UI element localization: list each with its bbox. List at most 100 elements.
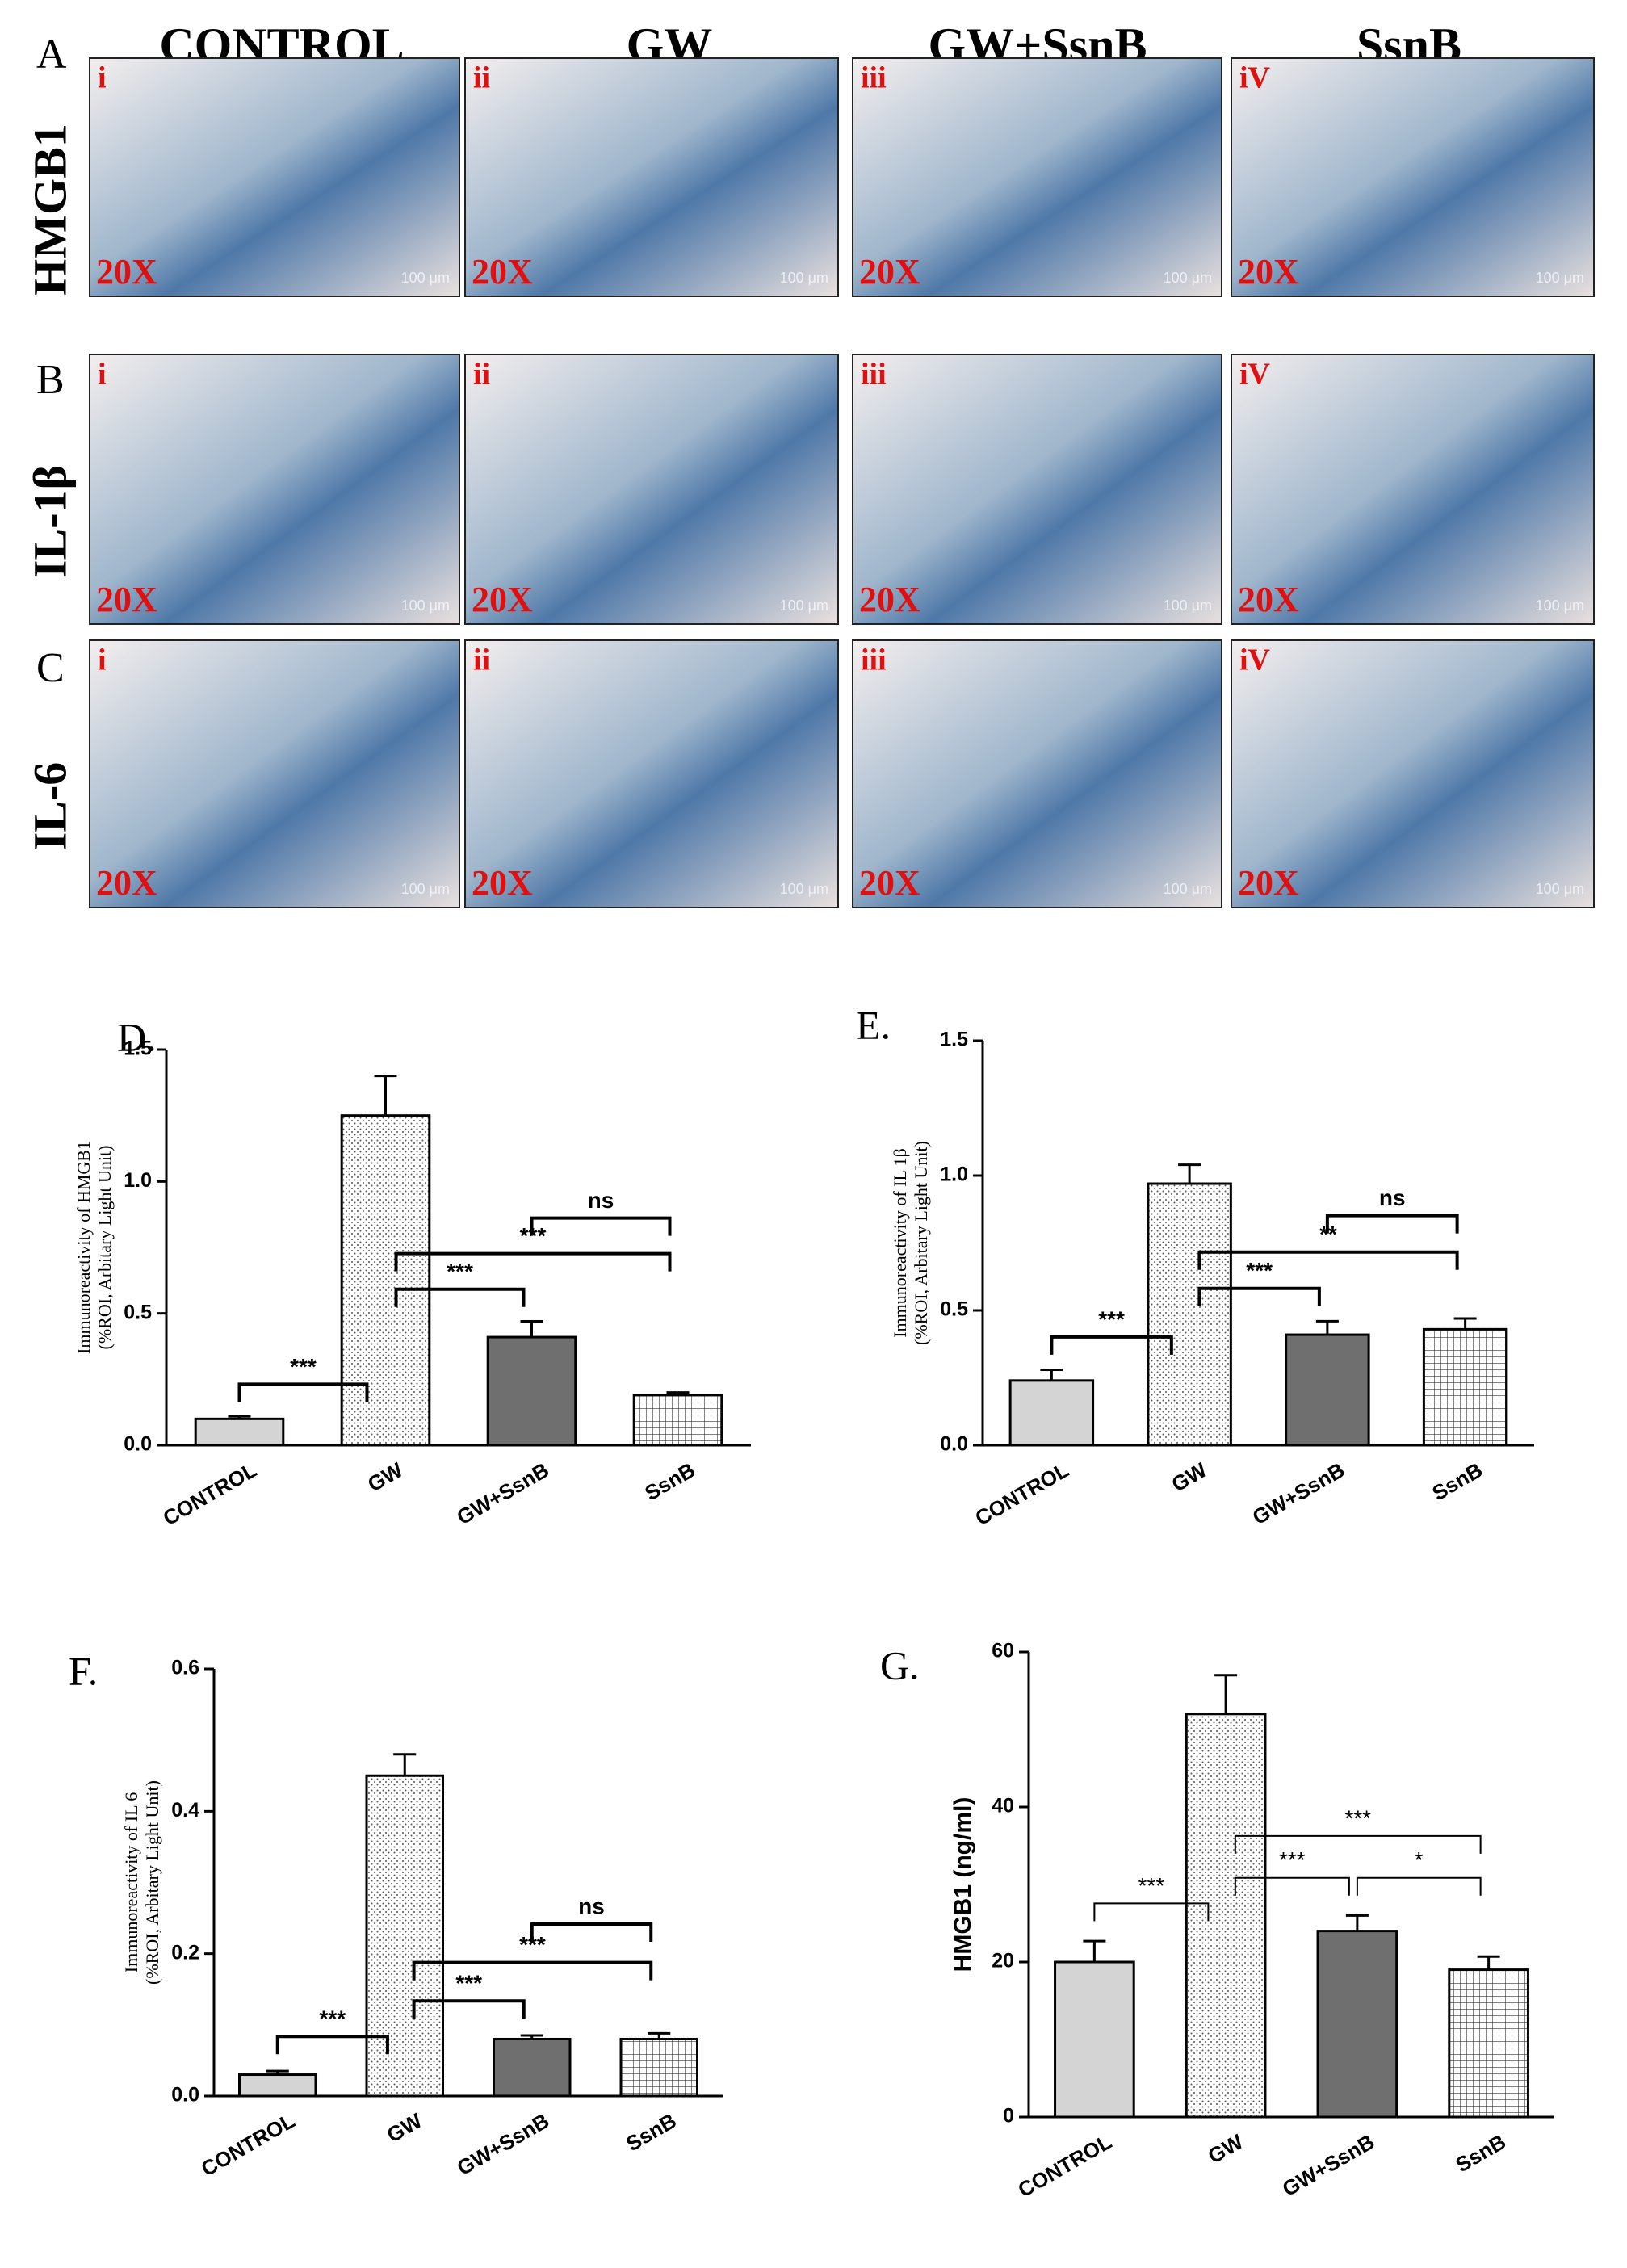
y-tick-label: 1.0 <box>124 1169 152 1192</box>
y-axis-label: Immunoreactivity of IL 6 <box>121 1792 141 1972</box>
sublabel: iii <box>861 61 887 95</box>
scale-bar-label: 100 μm <box>401 881 450 897</box>
bar <box>1316 1930 1398 2119</box>
panel-label: E. <box>856 1002 891 1047</box>
significance-bracket <box>1050 1335 1173 1355</box>
micrograph-image <box>464 354 839 625</box>
error-bar <box>1477 1955 1500 1970</box>
micrograph-image <box>852 57 1222 297</box>
significance-label: *** <box>1279 1847 1306 1872</box>
micrograph: iii 20X 100 μm <box>852 354 1222 625</box>
micrograph-image <box>89 57 460 297</box>
panel-label: B <box>36 357 65 403</box>
significance-bracket <box>275 2035 389 2055</box>
bar <box>238 2073 317 2098</box>
sublabel: ii <box>473 644 490 677</box>
sublabel: ii <box>473 358 490 392</box>
x-tick-label: GW+SsnB <box>452 1457 552 1529</box>
significance-label: *** <box>290 1354 317 1379</box>
sublabel: i <box>98 644 107 677</box>
y-tick-label: 0.6 <box>171 1657 199 1679</box>
y-tick-label: 60 <box>992 1640 1014 1662</box>
error-bar <box>393 1753 417 1776</box>
significance-bracket <box>530 1216 672 1236</box>
micrograph: i 20X 100 μm <box>89 639 460 908</box>
scale-bar-label: 100 μm <box>780 597 828 614</box>
x-tick-label: GW <box>363 1457 407 1497</box>
significance-label: ns <box>588 1188 614 1213</box>
micrograph-image <box>852 639 1222 908</box>
error-bar <box>1214 1674 1238 1714</box>
x-tick-label: SsnB <box>622 2108 681 2156</box>
panel-label: A <box>36 31 67 78</box>
x-tick-label: GW <box>1168 1457 1211 1497</box>
magnification: 20X <box>859 863 920 903</box>
significance-label: ** <box>1319 1222 1337 1247</box>
significance-label: *** <box>319 2006 346 2031</box>
sublabel: iii <box>861 358 887 392</box>
y-tick-label: 1.5 <box>124 1038 152 1060</box>
y-tick-label: 1.0 <box>940 1163 968 1186</box>
y-axis-label: (%ROI, Arbitary Light Unit) <box>911 1141 931 1345</box>
micrograph: iV 20X 100 μm <box>1231 57 1595 297</box>
x-tick-label: GW+SsnB <box>1248 1457 1348 1529</box>
sublabel: iV <box>1239 61 1271 95</box>
significance-bracket <box>530 1922 653 1942</box>
micrograph-image <box>1231 57 1595 297</box>
micrograph: i 20X 100 μm <box>89 57 460 297</box>
magnification: 20X <box>96 252 157 291</box>
x-tick-label: CONTROL <box>971 1457 1072 1530</box>
y-axis-label: Immunoreactivity of HMGB1 <box>73 1141 94 1354</box>
magnification: 20X <box>859 580 920 619</box>
micrograph: iii 20X 100 μm <box>852 639 1222 908</box>
y-tick-label: 0 <box>1003 2105 1014 2128</box>
scale-bar-label: 100 μm <box>1536 597 1584 614</box>
micrograph-image <box>89 354 460 625</box>
bar <box>619 2037 698 2098</box>
significance-bracket <box>1093 1902 1210 1922</box>
bar <box>194 1417 285 1447</box>
bar <box>1285 1333 1370 1447</box>
significance-label: *** <box>1138 1873 1165 1898</box>
significance-label: *** <box>1344 1805 1371 1830</box>
error-bar <box>1453 1317 1477 1330</box>
bar <box>1185 1713 1267 2119</box>
sublabel: iV <box>1239 358 1271 392</box>
row-title: IL-1β <box>23 465 76 578</box>
significance-label: *** <box>455 1971 482 1996</box>
significance-label: ns <box>1379 1185 1406 1210</box>
sublabel: iii <box>861 644 887 677</box>
micrograph-image <box>464 639 839 908</box>
micrograph: ii 20X 100 μm <box>464 354 839 625</box>
error-bar <box>666 1391 690 1395</box>
bar <box>340 1114 431 1447</box>
scale-bar-label: 100 μm <box>401 597 450 614</box>
y-axis-label: (%ROI, Arbitary Light Unit) <box>94 1146 115 1350</box>
y-axis-label: Immunoreactivity of IL 1β <box>890 1148 910 1338</box>
micrograph-image <box>852 354 1222 625</box>
x-tick-label: GW <box>383 2108 426 2148</box>
scale-bar-label: 100 μm <box>1164 597 1212 614</box>
error-bar <box>1345 1914 1369 1931</box>
x-tick-label: SsnB <box>1428 1457 1487 1505</box>
row-title: HMGB1 <box>23 124 76 296</box>
bar <box>486 1335 577 1447</box>
magnification: 20X <box>472 252 533 291</box>
magnification: 20X <box>472 580 533 619</box>
micrograph: i 20X 100 μm <box>89 354 460 625</box>
bar <box>1008 1379 1095 1447</box>
y-axis-label: (%ROI, Arbitary Light Unit) <box>142 1780 162 1985</box>
bar <box>632 1394 723 1447</box>
micrograph: ii 20X 100 μm <box>464 639 839 908</box>
significance-label: *** <box>1246 1258 1273 1283</box>
sublabel: ii <box>473 61 490 95</box>
y-tick-label: 0.0 <box>171 2084 199 2107</box>
magnification: 20X <box>96 863 157 903</box>
y-tick-label: 0.5 <box>124 1301 152 1323</box>
micrograph-image <box>89 639 460 908</box>
micrograph-image <box>1231 354 1595 625</box>
y-tick-label: 0.5 <box>940 1298 968 1321</box>
y-tick-label: 0.0 <box>940 1433 968 1456</box>
error-bar <box>266 2069 289 2075</box>
